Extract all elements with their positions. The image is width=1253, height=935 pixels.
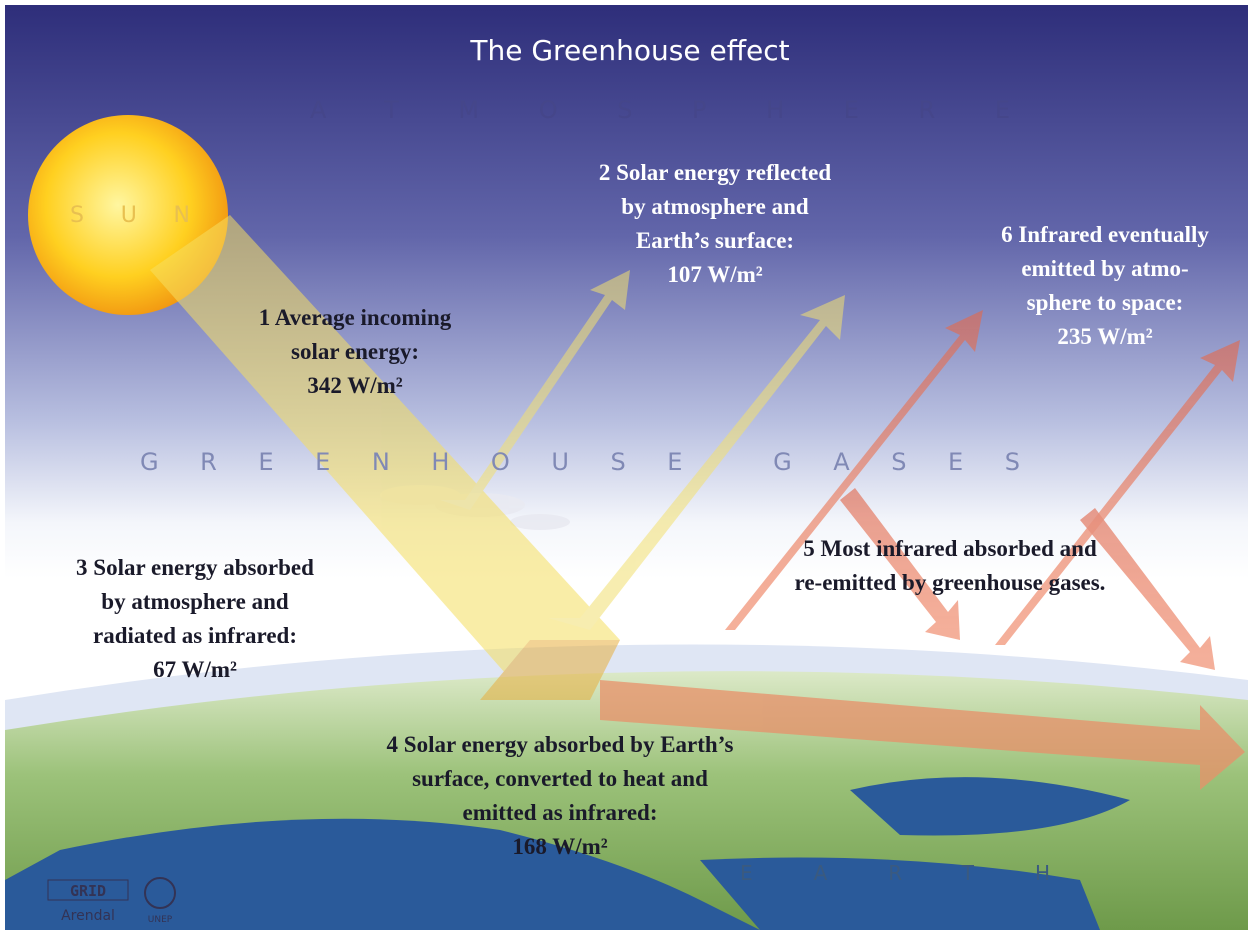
label-line: emitted by atmo- — [1021, 256, 1188, 281]
arendal-logo: Arendal — [61, 908, 115, 924]
label-line: 4 Solar energy absorbed by Earth’s — [387, 732, 734, 757]
label-line: 6 Infrared eventually — [1001, 222, 1209, 247]
sea — [5, 818, 760, 930]
labels: 1 Average incoming solar energy: 342 W/m² 2… — [76, 160, 1209, 859]
label-line: by atmosphere and — [101, 589, 289, 614]
unep-logo: UNEP — [148, 915, 173, 925]
label-line: sphere to space: — [1027, 290, 1184, 315]
label-line: 3 Solar energy absorbed — [76, 555, 314, 580]
label-line: 1 Average incoming — [259, 305, 452, 330]
grid-box — [47, 879, 129, 901]
label-line: 235 W/m² — [1057, 324, 1152, 349]
unep-emblem — [144, 877, 176, 909]
label-line: surface, converted to heat and — [412, 766, 708, 791]
black-sea — [850, 777, 1130, 836]
label-line: solar energy: — [291, 339, 419, 364]
grid-logo: GRID — [70, 882, 106, 900]
label-line: 342 W/m² — [307, 373, 402, 398]
sea — [700, 857, 1100, 930]
label-line: Earth’s surface: — [636, 228, 794, 253]
label-line: 5 Most infrared absorbed and — [803, 536, 1097, 561]
infrared-arrows — [600, 310, 1245, 790]
label-line: 2 Solar energy reflected — [599, 160, 831, 185]
label-line: 67 W/m² — [153, 657, 237, 682]
label-line: 168 W/m² — [512, 834, 607, 859]
title: The Greenhouse effect — [469, 34, 789, 67]
solar-arrows — [150, 215, 845, 700]
logos: GRID Arendal UNEP — [47, 877, 176, 925]
label-line: radiated as infrared: — [93, 623, 297, 648]
label-line: by atmosphere and — [621, 194, 809, 219]
label-line: 107 W/m² — [667, 262, 762, 287]
label-line: re-emitted by greenhouse gases. — [795, 570, 1106, 595]
label-line: emitted as infrared: — [462, 800, 657, 825]
